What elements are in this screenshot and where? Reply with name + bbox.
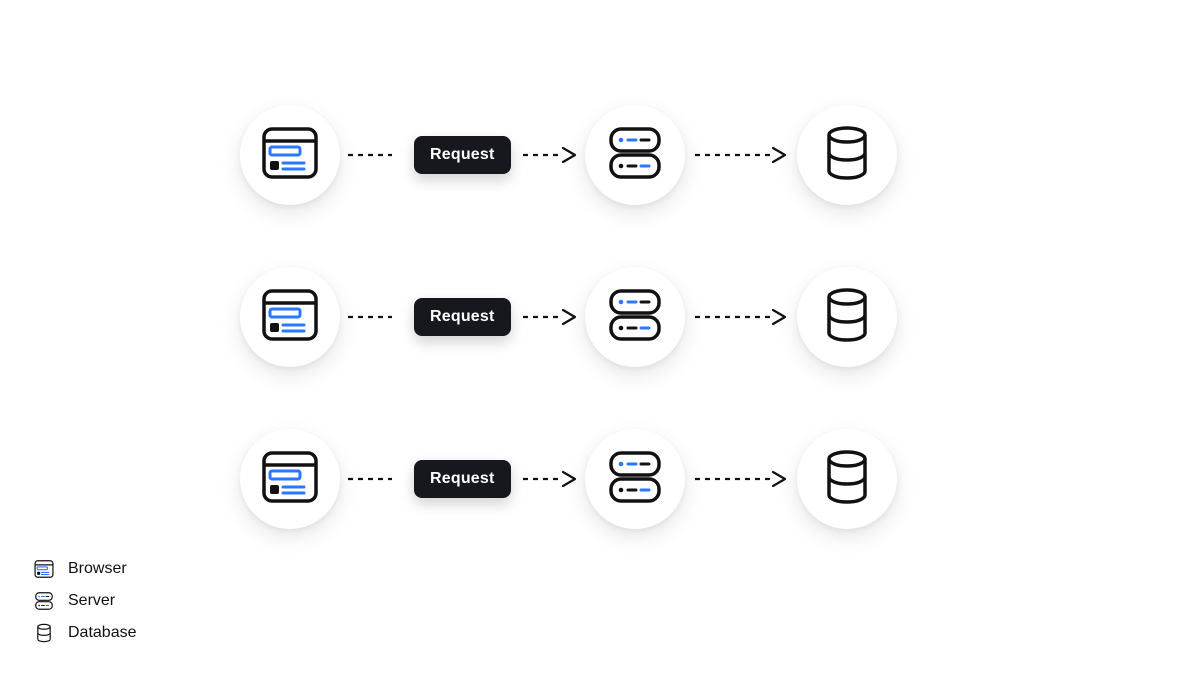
arrow-icon [515, 145, 585, 165]
legend-label: Database [68, 624, 137, 642]
legend-item-server: Server [32, 589, 137, 613]
database-icon [32, 621, 56, 645]
request-badge: Request [414, 136, 511, 174]
request-badge: Request [414, 298, 511, 336]
server-icon [603, 445, 667, 514]
database-icon [815, 121, 879, 190]
flow-row: Request [240, 105, 960, 205]
arrow-icon [685, 469, 797, 489]
arrow-icon [685, 145, 797, 165]
server-icon [32, 589, 56, 613]
legend-label: Server [68, 592, 115, 610]
request-badge: Request [414, 460, 511, 498]
legend-item-database: Database [32, 621, 137, 645]
database-icon [815, 283, 879, 352]
arrow-icon [340, 145, 410, 165]
legend-item-browser: Browser [32, 557, 137, 581]
database-node [797, 267, 897, 367]
request-flow-diagram: Request [240, 105, 960, 591]
server-icon [603, 121, 667, 190]
server-node [585, 267, 685, 367]
arrow-icon [340, 307, 410, 327]
browser-icon [258, 445, 322, 514]
database-node [797, 429, 897, 529]
flow-row: Request [240, 267, 960, 367]
arrow-icon [685, 307, 797, 327]
browser-icon [32, 557, 56, 581]
browser-node [240, 267, 340, 367]
legend: Browser Server Database [32, 557, 137, 645]
database-icon [815, 445, 879, 514]
browser-icon [258, 121, 322, 190]
database-node [797, 105, 897, 205]
server-node [585, 105, 685, 205]
arrow-icon [515, 307, 585, 327]
legend-label: Browser [68, 560, 127, 578]
browser-node [240, 429, 340, 529]
server-icon [603, 283, 667, 352]
flow-row: Request [240, 429, 960, 529]
server-node [585, 429, 685, 529]
arrow-icon [515, 469, 585, 489]
browser-icon [258, 283, 322, 352]
browser-node [240, 105, 340, 205]
arrow-icon [340, 469, 410, 489]
